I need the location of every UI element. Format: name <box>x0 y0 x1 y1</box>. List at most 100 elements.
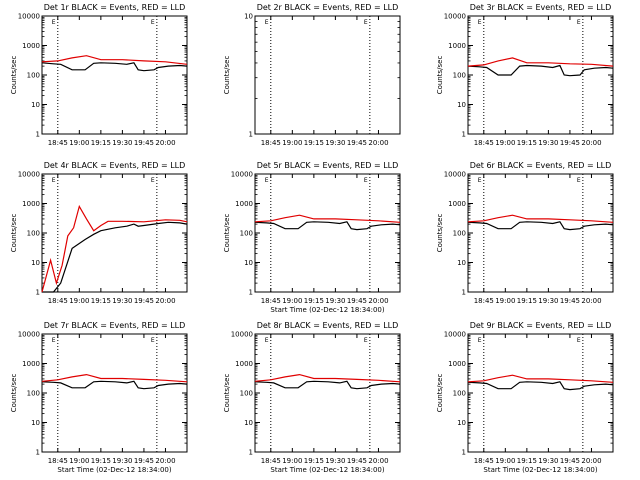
y-tick-label: 100 <box>27 390 40 398</box>
event-marker-label: E <box>364 337 368 344</box>
x-tick-label: 19:15 <box>91 139 111 147</box>
y-tick-label: 1000 <box>235 200 253 208</box>
y-tick-label: 1 <box>249 449 253 457</box>
plot-frame <box>467 173 614 293</box>
y-tick-label: 10000 <box>231 331 253 339</box>
y-tick-label: 10 <box>31 419 40 427</box>
y-tick-label: 1 <box>462 131 466 139</box>
x-tick-label: 18:45 <box>474 457 494 465</box>
y-tick-label: 10000 <box>444 331 466 339</box>
y-tick-label: 1000 <box>22 42 40 50</box>
x-tick-label: 19:00 <box>282 297 302 305</box>
x-tick-label: 19:30 <box>538 139 558 147</box>
y-axis-label: Counts/sec <box>10 214 18 253</box>
chart-panel-det7: Det 7r BLACK = Events, RED = LLD 1 10 100 10… <box>10 321 188 474</box>
x-tick-label: 19:15 <box>517 457 537 465</box>
y-tick-label: 10 <box>244 259 253 267</box>
x-tick-label: 18:45 <box>261 297 281 305</box>
event-marker-label: E <box>478 19 482 26</box>
x-axis-label: Start Time (02-Dec-12 18:34:00) <box>57 466 171 474</box>
x-tick-label: 19:30 <box>538 457 558 465</box>
y-tick-label: 1 <box>249 131 253 139</box>
events-series-line <box>467 221 614 231</box>
plot-frame <box>254 333 401 453</box>
y-tick-label: 10 <box>457 419 466 427</box>
event-marker-label: E <box>577 337 581 344</box>
x-tick-label: 19:45 <box>560 457 580 465</box>
event-marker-label: E <box>151 337 155 344</box>
y-tick-label: 1000 <box>448 200 466 208</box>
y-tick-label: 1000 <box>22 360 40 368</box>
events-series-line <box>254 380 401 390</box>
x-tick-label: 19:15 <box>91 297 111 305</box>
y-tick-label: 1 <box>36 449 40 457</box>
x-tick-label: 19:30 <box>112 297 132 305</box>
lld-series-line <box>41 55 188 65</box>
x-tick-label: 19:15 <box>517 139 537 147</box>
x-axis-label: Start Time (02-Dec-12 18:34:00) <box>483 466 597 474</box>
chart-panel-det6: Det 6r BLACK = Events, RED = LLD 1 10 100 10… <box>436 161 614 305</box>
x-tick-label: 18:45 <box>261 457 281 465</box>
panel-title: Det 2r BLACK = Events, RED = LLD <box>257 3 399 12</box>
x-tick-label: 19:00 <box>69 297 89 305</box>
y-tick-label: 1 <box>462 289 466 297</box>
x-tick-label: 19:30 <box>325 297 345 305</box>
events-series-line <box>467 64 614 77</box>
event-marker-label: E <box>52 177 56 184</box>
plot-frame <box>254 173 401 293</box>
plot-frame <box>254 15 401 135</box>
x-tick-label: 19:00 <box>282 457 302 465</box>
y-tick-label: 10000 <box>18 171 40 179</box>
panel-title: Det 9r BLACK = Events, RED = LLD <box>470 321 612 330</box>
y-axis-label: Counts/sec <box>10 374 18 413</box>
panel-title: Det 7r BLACK = Events, RED = LLD <box>44 321 186 330</box>
x-tick-label: 18:45 <box>474 139 494 147</box>
x-tick-label: 19:15 <box>304 457 324 465</box>
panel-title: Det 3r BLACK = Events, RED = LLD <box>470 3 612 12</box>
y-tick-label: 1000 <box>22 200 40 208</box>
y-tick-label: 10 <box>457 259 466 267</box>
panel-title: Det 5r BLACK = Events, RED = LLD <box>257 161 399 170</box>
y-tick-label: 10 <box>31 259 40 267</box>
x-tick-label: 19:45 <box>560 139 580 147</box>
x-tick-label: 19:00 <box>495 139 515 147</box>
x-tick-label: 19:15 <box>304 139 324 147</box>
x-axis-label: Start Time (02-Dec-12 18:34:00) <box>270 306 384 314</box>
event-marker-label: E <box>577 19 581 26</box>
y-tick-label: 10 <box>457 101 466 109</box>
event-marker-label: E <box>52 19 56 26</box>
x-tick-label: 19:45 <box>560 297 580 305</box>
y-tick-label: 10 <box>31 101 40 109</box>
x-tick-label: 20:00 <box>368 457 388 465</box>
x-tick-label: 19:30 <box>112 139 132 147</box>
y-tick-label: 10000 <box>444 13 466 21</box>
event-marker-label: E <box>364 177 368 184</box>
y-axis-label: Counts/sec <box>436 374 444 413</box>
x-tick-label: 20:00 <box>155 457 175 465</box>
x-tick-label: 19:15 <box>517 297 537 305</box>
x-tick-label: 19:30 <box>325 457 345 465</box>
y-tick-label: 1000 <box>448 360 466 368</box>
x-tick-label: 19:00 <box>495 457 515 465</box>
lld-series-line <box>41 373 188 383</box>
lld-series-line <box>467 214 614 223</box>
panel-title: Det 8r BLACK = Events, RED = LLD <box>257 321 399 330</box>
event-marker-label: E <box>478 337 482 344</box>
x-tick-label: 19:15 <box>91 457 111 465</box>
panel-title: Det 6r BLACK = Events, RED = LLD <box>470 161 612 170</box>
x-tick-label: 18:45 <box>48 297 68 305</box>
lld-series-line <box>254 373 401 383</box>
x-tick-label: 19:00 <box>69 457 89 465</box>
chart-panel-det9: Det 9r BLACK = Events, RED = LLD 1 10 100 10… <box>436 321 614 474</box>
y-tick-label: 10000 <box>444 171 466 179</box>
plot-frame <box>41 333 188 453</box>
plot-frame <box>41 15 188 135</box>
y-tick-label: 1 <box>36 131 40 139</box>
chart-panel-det1: Det 1r BLACK = Events, RED = LLD 1 10 100 10… <box>10 3 188 147</box>
event-marker-label: E <box>151 19 155 26</box>
y-tick-label: 100 <box>240 230 253 238</box>
y-tick-label: 100 <box>240 390 253 398</box>
event-marker-label: E <box>478 177 482 184</box>
lld-series-line <box>467 57 614 67</box>
